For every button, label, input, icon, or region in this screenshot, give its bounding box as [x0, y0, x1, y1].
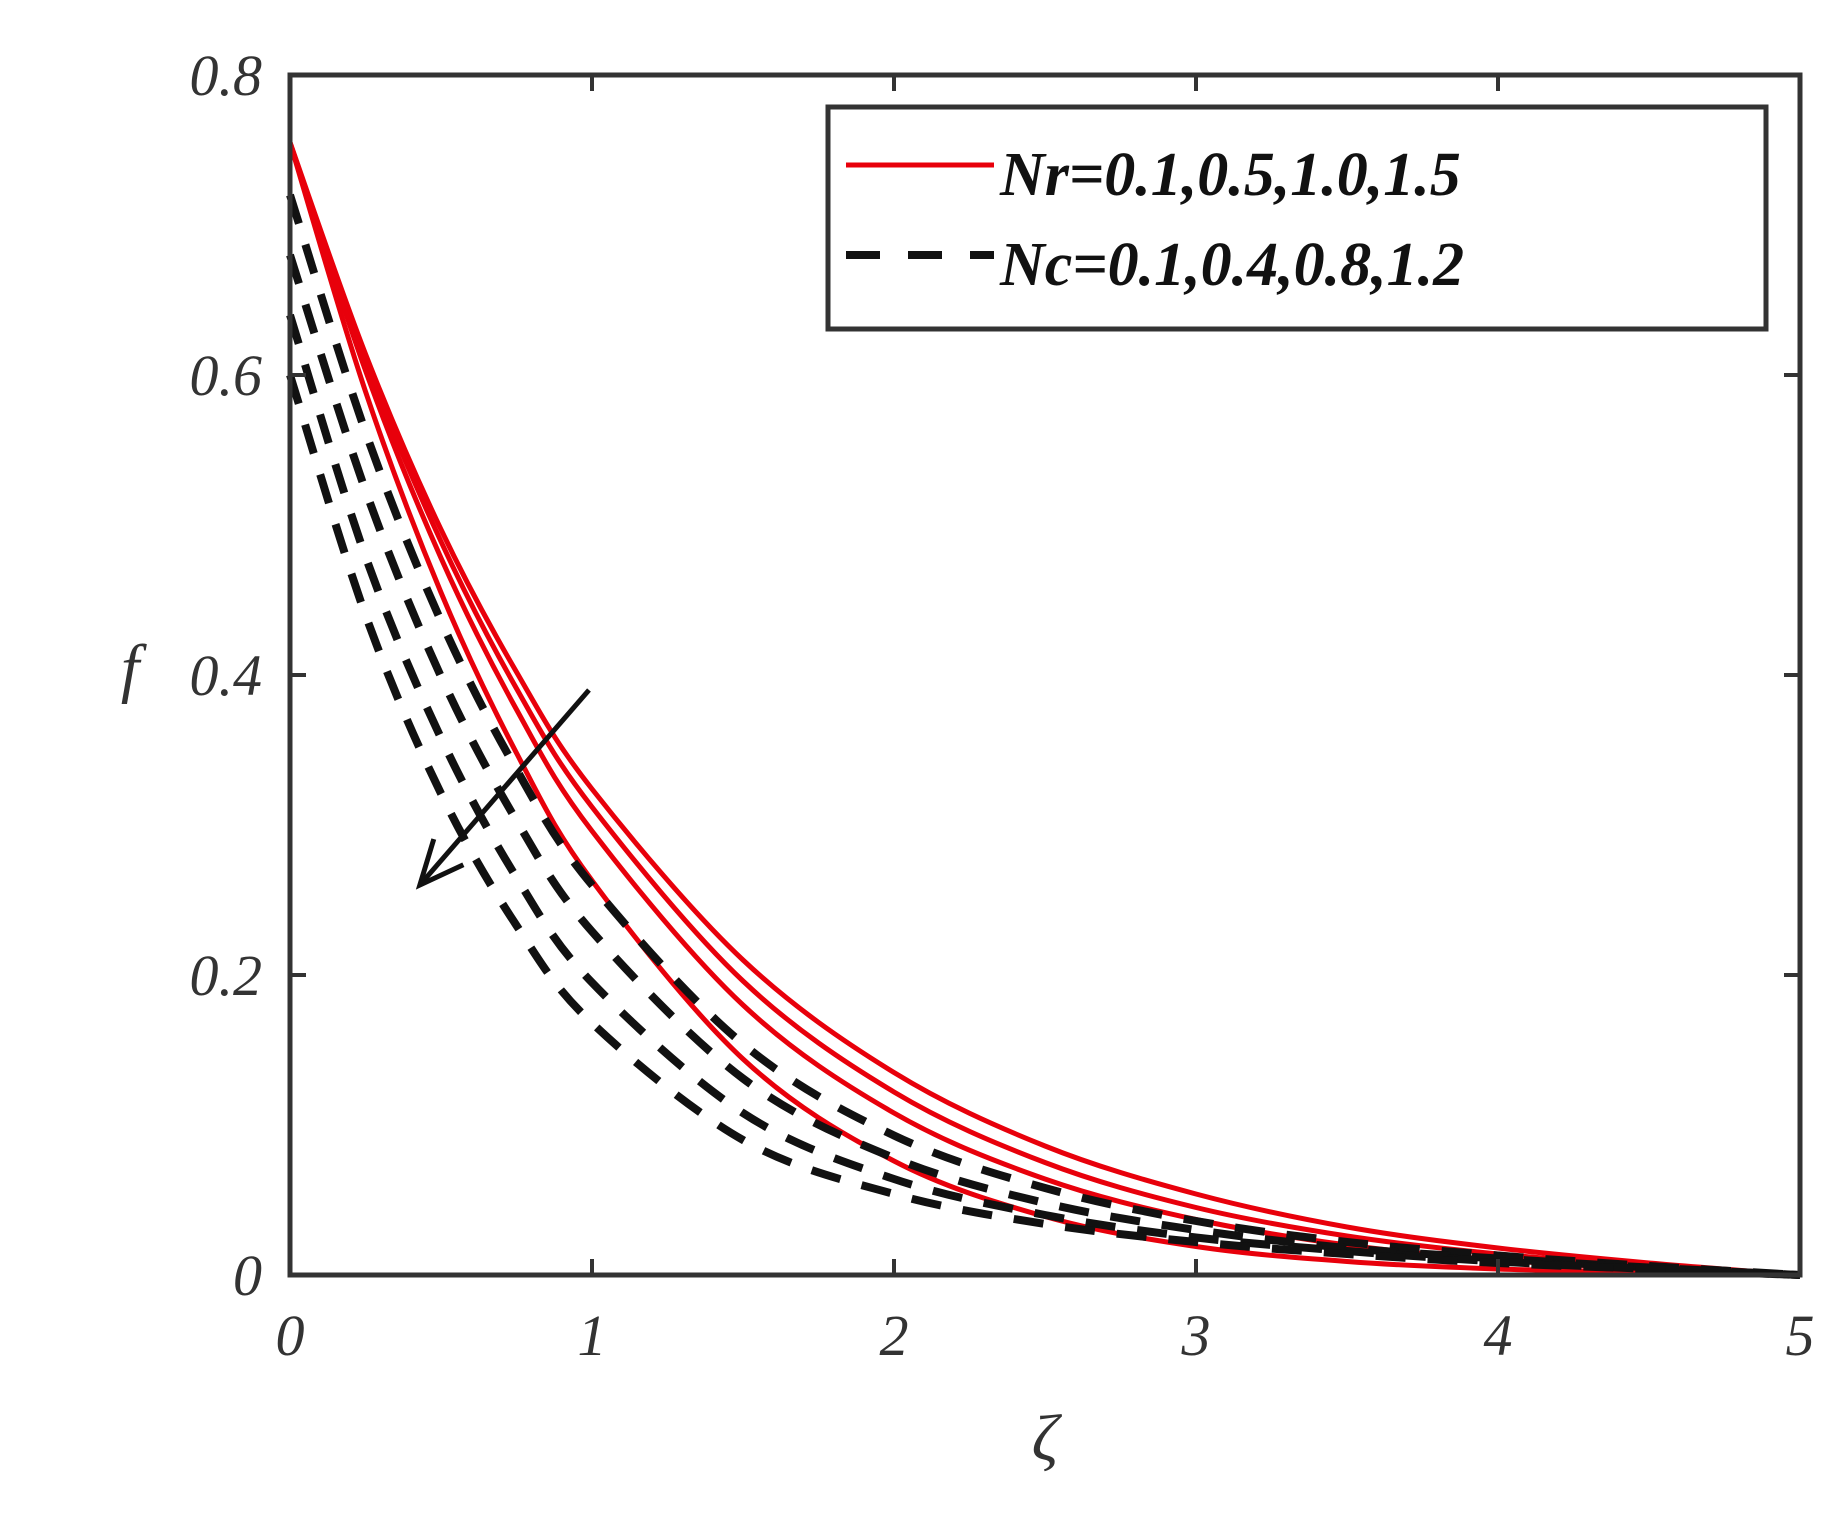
- x-tick-label: 0: [276, 1303, 305, 1368]
- y-axis-label: f: [121, 632, 147, 705]
- y-tick-label: 0: [233, 1243, 262, 1308]
- nc-curve-1: [286, 193, 1801, 1279]
- x-tick-label: 2: [880, 1303, 909, 1368]
- legend-box: [825, 104, 1769, 332]
- x-tick-label: 5: [1786, 1303, 1815, 1368]
- trend-arrow-shaft: [417, 688, 591, 887]
- legend-label-1: Nr=0.1,0.5,1.0,1.5: [999, 141, 1461, 209]
- nr-curve-1: [287, 141, 1801, 1278]
- nr-curve-4: [287, 141, 1801, 1278]
- x-axis-label: ζ: [1032, 1402, 1063, 1475]
- nc-curve-2: [286, 253, 1801, 1279]
- y-tick-label: 0.2: [190, 943, 263, 1008]
- ticks-layer: 0 1 2 3 4 5 0 0.2 0.4 0.6 0.8: [190, 43, 1815, 1368]
- y-tick-label: 0.6: [190, 343, 263, 408]
- x-tick-label: 1: [578, 1303, 607, 1368]
- trend-arrow-head: [415, 838, 465, 890]
- y-tick-label: 0.8: [190, 43, 263, 108]
- nc-curve-3: [286, 313, 1801, 1279]
- x-tick-label: 4: [1484, 1303, 1513, 1368]
- legend-label-2: Nc=0.1,0.4,0.8,1.2: [999, 231, 1464, 299]
- annotation-layer: [415, 688, 591, 890]
- legend: Nr=0.1,0.5,1.0,1.5 Nc=0.1,0.4,0.8,1.2: [825, 104, 1769, 332]
- x-tick-label: 3: [1181, 1303, 1211, 1368]
- nc-curve-4: [286, 373, 1801, 1279]
- y-tick-label: 0.4: [190, 643, 263, 708]
